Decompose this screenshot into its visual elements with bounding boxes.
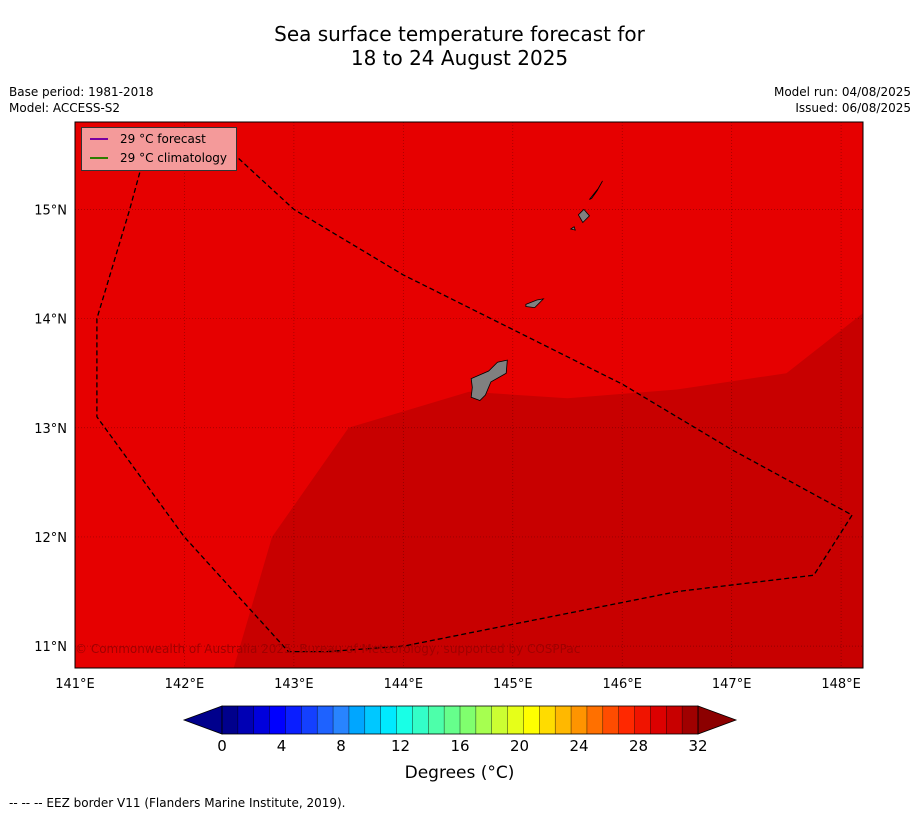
sst-region-warm bbox=[233, 313, 863, 668]
colorbar-segment bbox=[364, 706, 381, 734]
chart-canvas: © Commonwealth of Australia 2025, Bureau… bbox=[34, 121, 864, 755]
colorbar-segment bbox=[428, 706, 445, 734]
x-tick-label: 147°E bbox=[712, 677, 752, 692]
colorbar-tick-label: 16 bbox=[450, 737, 469, 755]
colorbar-segment bbox=[682, 706, 699, 734]
colorbar-tick-label: 20 bbox=[510, 737, 529, 755]
colorbar-segment bbox=[555, 706, 572, 734]
base-period: Base period: 1981-2018 bbox=[9, 85, 154, 99]
colorbar-segment bbox=[333, 706, 350, 734]
colorbar-under-arrow bbox=[182, 705, 223, 735]
colorbar-segment bbox=[539, 706, 556, 734]
x-tick-label: 146°E bbox=[602, 677, 642, 692]
colorbar-tick-label: 8 bbox=[336, 737, 346, 755]
colorbar-segment bbox=[348, 706, 366, 734]
colorbar-segment bbox=[253, 706, 270, 734]
colorbar-tick-label: 4 bbox=[277, 737, 287, 755]
colorbar-tick-label: 28 bbox=[629, 737, 648, 755]
legend-climatology-label: 29 °C climatology bbox=[120, 151, 228, 165]
colorbar-segment bbox=[650, 706, 667, 734]
x-tick-label: 145°E bbox=[493, 677, 533, 692]
y-tick-label: 12°N bbox=[34, 531, 67, 546]
colorbar-segment bbox=[285, 706, 302, 734]
meta-right: Model run: 04/08/2025 Issued: 06/08/2025 bbox=[774, 84, 911, 116]
legend-item-climatology: 29 °C climatology bbox=[90, 150, 227, 166]
x-tick-label: 148°E bbox=[821, 677, 861, 692]
colorbar-label: Degrees (°C) bbox=[404, 763, 515, 783]
colorbar-segment bbox=[523, 706, 540, 734]
colorbar-segment bbox=[571, 706, 588, 734]
eez-border-line bbox=[96, 132, 854, 653]
plot-frame bbox=[74, 121, 864, 669]
island bbox=[525, 298, 545, 309]
colorbar-tick-label: 32 bbox=[688, 737, 707, 755]
copyright-text: © Commonwealth of Australia 2025, Bureau… bbox=[75, 642, 580, 656]
colorbar-segment bbox=[460, 706, 477, 734]
footer-note: -- -- -- EEZ border V11 (Flanders Marine… bbox=[9, 796, 346, 810]
island bbox=[470, 359, 508, 401]
colorbar-segment bbox=[317, 706, 334, 734]
x-tick-label: 141°E bbox=[55, 677, 95, 692]
y-tick-label: 11°N bbox=[34, 640, 67, 655]
colorbar-tick-label: 12 bbox=[391, 737, 410, 755]
title-line-1: Sea surface temperature forecast for bbox=[274, 22, 645, 46]
model-run: Model run: 04/08/2025 bbox=[773, 85, 911, 99]
legend-forecast-swatch bbox=[90, 138, 108, 140]
colorbar-segment bbox=[444, 706, 461, 734]
colorbar-tick-label: 0 bbox=[217, 737, 227, 755]
colorbar-segment bbox=[666, 706, 683, 734]
y-tick-label: 15°N bbox=[34, 203, 67, 218]
x-tick-label: 143°E bbox=[274, 677, 314, 692]
colorbar-segment bbox=[237, 706, 255, 734]
colorbar-segment bbox=[396, 706, 413, 734]
legend: 29 °C forecast 29 °C climatology bbox=[81, 127, 237, 171]
legend-climatology-swatch bbox=[90, 157, 108, 159]
colorbar-segment bbox=[586, 706, 604, 734]
legend-item-forecast: 29 °C forecast bbox=[90, 131, 206, 147]
y-tick-label: 14°N bbox=[34, 313, 67, 328]
colorbar-segment bbox=[412, 706, 429, 734]
legend-forecast-label: 29 °C forecast bbox=[120, 132, 206, 146]
colorbar-frame bbox=[221, 705, 699, 735]
colorbar-segment bbox=[222, 706, 239, 734]
colorbar-segment bbox=[491, 706, 508, 734]
colorbar-segment bbox=[634, 706, 651, 734]
island bbox=[589, 180, 603, 200]
colorbar-segment bbox=[618, 706, 635, 734]
colorbar-tick-label: 24 bbox=[569, 737, 588, 755]
title-line-2: 18 to 24 August 2025 bbox=[350, 46, 569, 70]
meta-left: Base period: 1981-2018 Model: ACCESS-S2 bbox=[9, 84, 154, 116]
issued-date: Issued: 06/08/2025 bbox=[795, 101, 911, 115]
colorbar-segment bbox=[602, 706, 619, 734]
colorbar-segment bbox=[269, 706, 286, 734]
y-tick-label: 13°N bbox=[34, 422, 67, 437]
colorbar-segment bbox=[475, 706, 493, 734]
island bbox=[577, 208, 590, 224]
x-tick-label: 142°E bbox=[165, 677, 205, 692]
colorbar-over-arrow bbox=[697, 705, 738, 735]
colorbar-segment bbox=[507, 706, 524, 734]
colorbar-segment bbox=[301, 706, 318, 734]
chart-title: Sea surface temperature forecast for 18 … bbox=[0, 22, 919, 70]
island bbox=[569, 226, 576, 231]
model-name: Model: ACCESS-S2 bbox=[9, 101, 121, 115]
colorbar-segment bbox=[380, 706, 397, 734]
x-tick-label: 144°E bbox=[384, 677, 424, 692]
